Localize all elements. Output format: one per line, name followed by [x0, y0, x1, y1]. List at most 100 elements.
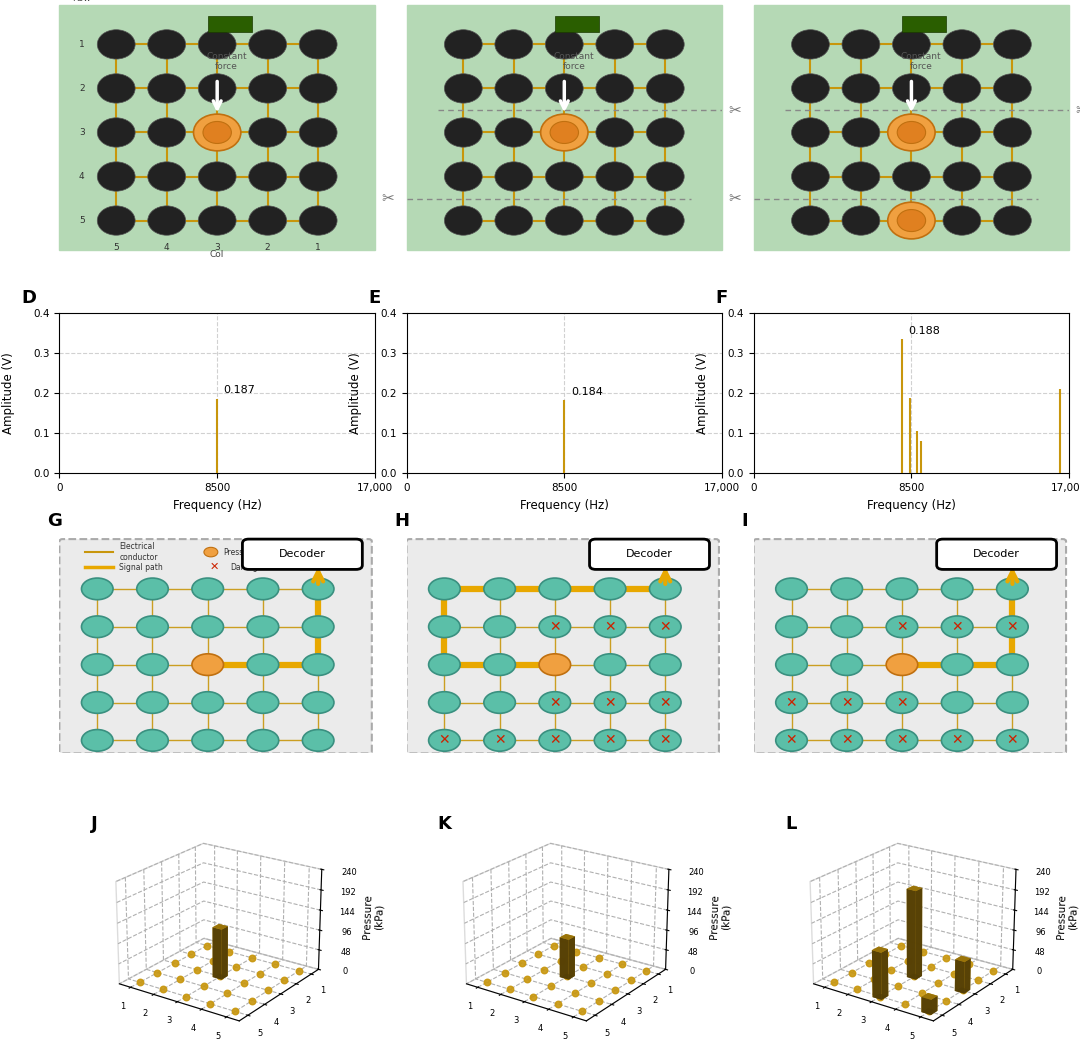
Circle shape [842, 205, 880, 235]
Text: Signal path: Signal path [120, 563, 163, 572]
Circle shape [199, 161, 237, 191]
Circle shape [148, 161, 186, 191]
Circle shape [545, 29, 583, 59]
Circle shape [596, 29, 634, 59]
Circle shape [888, 114, 935, 151]
Circle shape [646, 117, 685, 147]
Text: 3: 3 [214, 242, 220, 252]
Circle shape [429, 729, 460, 751]
Circle shape [545, 73, 583, 103]
Text: 5: 5 [79, 216, 84, 225]
Text: ✕: ✕ [896, 619, 908, 634]
Circle shape [484, 616, 515, 637]
Circle shape [942, 654, 973, 676]
Text: H: H [394, 512, 409, 530]
Circle shape [299, 161, 337, 191]
Circle shape [248, 161, 286, 191]
Text: ✕: ✕ [549, 619, 561, 634]
Circle shape [97, 205, 135, 235]
Circle shape [887, 729, 918, 751]
Text: J: J [91, 814, 97, 833]
Circle shape [831, 692, 863, 714]
Circle shape [646, 73, 685, 103]
Circle shape [97, 29, 135, 59]
Circle shape [495, 117, 532, 147]
Circle shape [137, 616, 168, 637]
Text: 1: 1 [79, 40, 84, 49]
Circle shape [148, 73, 186, 103]
Circle shape [539, 578, 570, 599]
Circle shape [302, 616, 334, 637]
Circle shape [541, 114, 588, 151]
Circle shape [203, 122, 231, 144]
Circle shape [831, 654, 863, 676]
Circle shape [495, 73, 532, 103]
Circle shape [888, 202, 935, 239]
Circle shape [545, 205, 583, 235]
Circle shape [248, 117, 286, 147]
Circle shape [594, 616, 625, 637]
Circle shape [495, 161, 532, 191]
Circle shape [942, 578, 973, 599]
Circle shape [137, 578, 168, 599]
Circle shape [247, 578, 279, 599]
Text: A: A [46, 0, 60, 3]
X-axis label: Frequency (Hz): Frequency (Hz) [867, 499, 956, 511]
Text: 3: 3 [79, 128, 84, 137]
FancyBboxPatch shape [754, 539, 1066, 754]
Circle shape [247, 692, 279, 714]
FancyBboxPatch shape [406, 539, 719, 754]
Circle shape [192, 578, 224, 599]
Circle shape [545, 161, 583, 191]
Text: ✂: ✂ [381, 191, 394, 206]
Text: ✕: ✕ [549, 734, 561, 747]
Text: ✕: ✕ [660, 619, 671, 634]
Text: ✕: ✕ [841, 734, 852, 747]
Text: ✕: ✕ [494, 734, 505, 747]
Circle shape [994, 29, 1031, 59]
Circle shape [792, 161, 829, 191]
Circle shape [137, 654, 168, 676]
Circle shape [429, 692, 460, 714]
Circle shape [942, 692, 973, 714]
Circle shape [97, 73, 135, 103]
Circle shape [649, 578, 681, 599]
Circle shape [148, 205, 186, 235]
Circle shape [997, 616, 1028, 637]
Circle shape [942, 729, 973, 751]
Text: Constant
force: Constant force [553, 52, 594, 71]
Circle shape [192, 654, 224, 676]
Circle shape [887, 578, 918, 599]
Bar [902, 17, 946, 32]
Circle shape [842, 29, 880, 59]
Circle shape [192, 729, 224, 751]
Bar [555, 17, 599, 32]
Text: ✕: ✕ [604, 734, 616, 747]
Text: Row: Row [72, 0, 91, 3]
Text: ✕: ✕ [841, 696, 852, 709]
Circle shape [775, 729, 807, 751]
Circle shape [943, 73, 981, 103]
Circle shape [842, 73, 880, 103]
Circle shape [495, 205, 532, 235]
Circle shape [97, 117, 135, 147]
Circle shape [299, 205, 337, 235]
Circle shape [646, 205, 685, 235]
Text: ✕: ✕ [785, 696, 797, 709]
Circle shape [148, 29, 186, 59]
Circle shape [81, 729, 113, 751]
Circle shape [444, 29, 483, 59]
Circle shape [484, 578, 515, 599]
Circle shape [148, 117, 186, 147]
X-axis label: Frequency (Hz): Frequency (Hz) [519, 499, 609, 511]
Circle shape [247, 729, 279, 751]
Circle shape [596, 73, 634, 103]
Text: 0.188: 0.188 [908, 326, 941, 336]
Text: Constant
force: Constant force [901, 52, 941, 71]
Text: G: G [46, 512, 62, 530]
Circle shape [248, 205, 286, 235]
Text: ✕: ✕ [660, 734, 671, 747]
Circle shape [81, 692, 113, 714]
Circle shape [81, 578, 113, 599]
Circle shape [484, 729, 515, 751]
